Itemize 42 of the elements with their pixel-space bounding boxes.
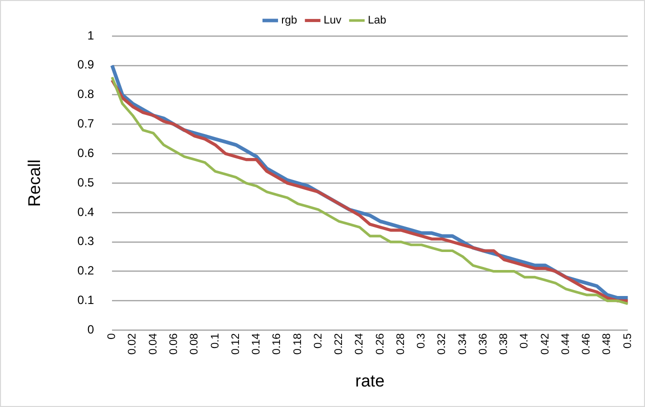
x-tick-label: 0.08 [188, 333, 201, 355]
x-tick-label: 0.12 [230, 333, 242, 355]
x-tick-label: 0.36 [477, 333, 490, 355]
x-tick-label: 0.44 [560, 333, 572, 355]
x-tick-label: 0.24 [354, 333, 366, 355]
x-tick-label: 0.42 [539, 333, 552, 355]
y-tick-label: 0 [87, 322, 94, 337]
y-tick-label: 0.9 [77, 58, 94, 72]
x-tick-label: 0.04 [147, 333, 160, 355]
y-tick-label: 0.1 [77, 293, 94, 308]
x-tick-label: 0.1 [209, 333, 222, 348]
x-tick-label: 0.16 [271, 333, 284, 355]
y-tick-label: 0.4 [77, 204, 94, 219]
x-tick-label: 0.06 [168, 333, 180, 355]
x-tick-label: 0 [106, 333, 118, 340]
x-tick-label: 0.26 [374, 333, 386, 355]
y-tick-label: 0.3 [77, 234, 94, 248]
x-tick-label: 0.14 [250, 333, 263, 355]
x-tick-label: 0.28 [394, 333, 407, 355]
legend-label: Lab [368, 14, 386, 27]
x-tick-label: 0.5 [622, 333, 634, 348]
x-tick-label: 0.4 [518, 333, 531, 348]
x-tick-label: 0.18 [292, 333, 304, 355]
x-tick-label: 0.38 [498, 333, 510, 355]
x-axis-title: rate [355, 371, 385, 390]
y-tick-label: 0.7 [77, 116, 94, 131]
y-tick-label: 0.5 [77, 175, 94, 190]
y-tick-label: 0.6 [77, 146, 94, 160]
x-tick-label: 0.2 [312, 333, 324, 348]
legend-label: Luv [324, 14, 342, 27]
y-tick-label: 0.2 [77, 264, 94, 278]
x-tick-label: 0.3 [416, 333, 428, 348]
x-tick-label: 0.02 [126, 333, 139, 355]
x-tick-label: 0.34 [456, 333, 469, 355]
y-tick-label: 0.8 [77, 87, 94, 102]
legend-label: rgb [281, 14, 298, 27]
y-axis-title: Recall [24, 159, 44, 207]
x-tick-label: 0.32 [436, 333, 448, 355]
y-tick-label: 1 [87, 28, 94, 42]
x-tick-label: 0.22 [333, 333, 346, 355]
x-tick-label: 0.46 [580, 333, 593, 355]
x-tick-label: 0.48 [601, 333, 614, 355]
